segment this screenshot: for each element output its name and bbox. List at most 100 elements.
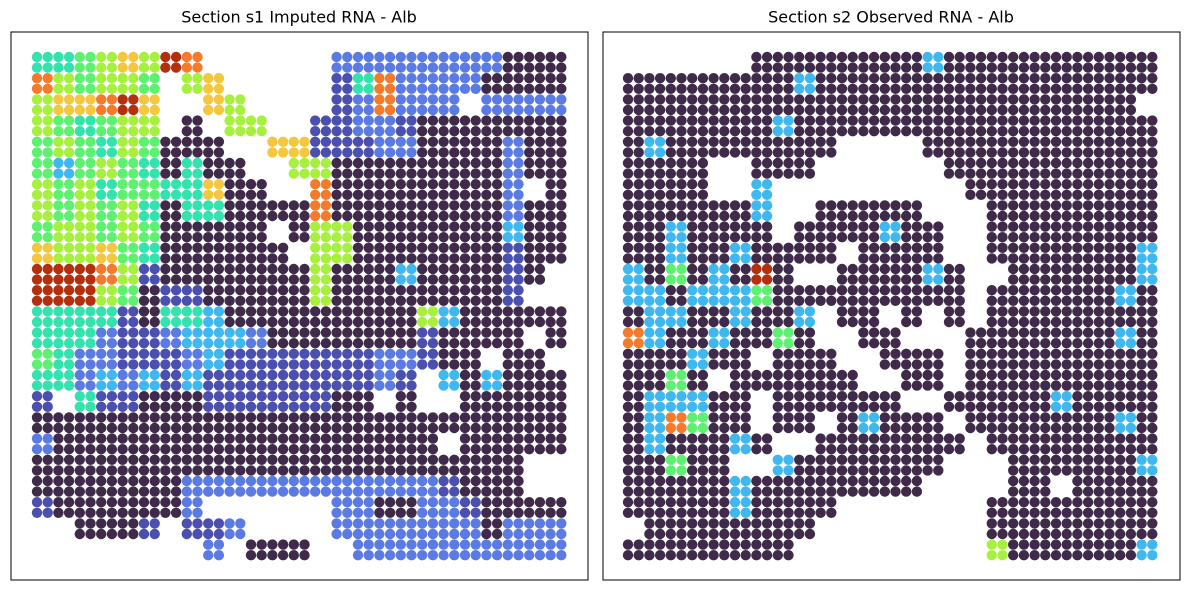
spot bbox=[665, 380, 676, 391]
spot bbox=[1008, 550, 1019, 561]
spot bbox=[1072, 454, 1083, 465]
spot bbox=[395, 359, 406, 370]
spot bbox=[352, 179, 364, 190]
spot bbox=[96, 497, 107, 508]
spot bbox=[106, 380, 118, 391]
spot bbox=[352, 507, 364, 518]
spot bbox=[160, 327, 171, 338]
spot bbox=[1050, 232, 1062, 243]
spot bbox=[438, 454, 449, 465]
spot bbox=[31, 327, 43, 338]
spot bbox=[160, 507, 171, 518]
spot bbox=[622, 380, 634, 391]
spot bbox=[1072, 168, 1083, 179]
spot bbox=[513, 327, 524, 338]
spot bbox=[96, 263, 107, 275]
spot bbox=[203, 136, 214, 147]
spot bbox=[965, 369, 976, 381]
spot bbox=[459, 62, 471, 73]
spot bbox=[719, 285, 730, 296]
spot bbox=[740, 486, 751, 497]
spot bbox=[676, 507, 687, 518]
spot bbox=[449, 528, 460, 540]
spot bbox=[1093, 94, 1105, 105]
spot bbox=[901, 348, 912, 359]
spot bbox=[491, 104, 503, 116]
spot bbox=[676, 274, 687, 285]
spot bbox=[1008, 168, 1019, 179]
spot bbox=[459, 253, 471, 264]
spot bbox=[943, 285, 955, 296]
spot bbox=[74, 94, 86, 105]
spot bbox=[997, 518, 1008, 529]
spot bbox=[1008, 433, 1019, 444]
spot bbox=[352, 518, 364, 529]
spot bbox=[1115, 285, 1126, 296]
spot bbox=[363, 242, 374, 253]
spot bbox=[1082, 221, 1094, 232]
spot bbox=[697, 539, 709, 550]
spot bbox=[481, 274, 492, 285]
spot bbox=[633, 242, 644, 253]
spot bbox=[1018, 94, 1030, 105]
spot bbox=[74, 369, 86, 381]
spot bbox=[406, 528, 417, 540]
spot bbox=[836, 380, 848, 391]
spot bbox=[491, 200, 503, 211]
spot bbox=[481, 189, 492, 200]
spot bbox=[374, 263, 385, 275]
spot bbox=[449, 104, 460, 116]
spot bbox=[384, 94, 396, 105]
spot bbox=[556, 94, 567, 105]
spot bbox=[470, 73, 481, 84]
spot bbox=[534, 422, 546, 434]
spot bbox=[1147, 391, 1158, 402]
spot bbox=[965, 327, 976, 338]
spot bbox=[751, 433, 762, 444]
spot bbox=[459, 433, 471, 444]
spot bbox=[406, 465, 417, 476]
spot bbox=[181, 401, 192, 412]
spot bbox=[192, 51, 203, 63]
spot bbox=[438, 327, 449, 338]
spot bbox=[245, 401, 257, 412]
spot bbox=[633, 465, 644, 476]
spot bbox=[524, 539, 535, 550]
spot bbox=[633, 550, 644, 561]
spot bbox=[783, 454, 794, 465]
spot bbox=[1072, 475, 1083, 487]
spot bbox=[363, 507, 374, 518]
spot bbox=[534, 348, 546, 359]
spot bbox=[545, 391, 556, 402]
spot bbox=[1018, 83, 1030, 95]
spot bbox=[986, 285, 997, 296]
spot bbox=[170, 327, 182, 338]
spot bbox=[74, 200, 86, 211]
spot bbox=[901, 433, 912, 444]
spot bbox=[858, 444, 869, 455]
spot bbox=[245, 359, 257, 370]
spot bbox=[384, 200, 396, 211]
spot bbox=[556, 136, 567, 147]
spot bbox=[74, 83, 86, 95]
spot bbox=[395, 104, 406, 116]
spot bbox=[524, 518, 535, 529]
spot bbox=[213, 157, 225, 169]
spot bbox=[794, 369, 805, 381]
spot bbox=[761, 179, 773, 190]
spot bbox=[1104, 518, 1115, 529]
spot bbox=[1147, 497, 1158, 508]
spot bbox=[352, 126, 364, 137]
spot bbox=[74, 253, 86, 264]
spot bbox=[719, 486, 730, 497]
spot bbox=[997, 433, 1008, 444]
spot bbox=[427, 338, 439, 349]
spot bbox=[783, 316, 794, 328]
spot bbox=[459, 263, 471, 275]
spot bbox=[427, 528, 439, 540]
spot bbox=[342, 507, 353, 518]
spot bbox=[235, 316, 246, 328]
spot bbox=[1029, 168, 1040, 179]
spot bbox=[729, 316, 741, 328]
spot bbox=[1147, 507, 1158, 518]
